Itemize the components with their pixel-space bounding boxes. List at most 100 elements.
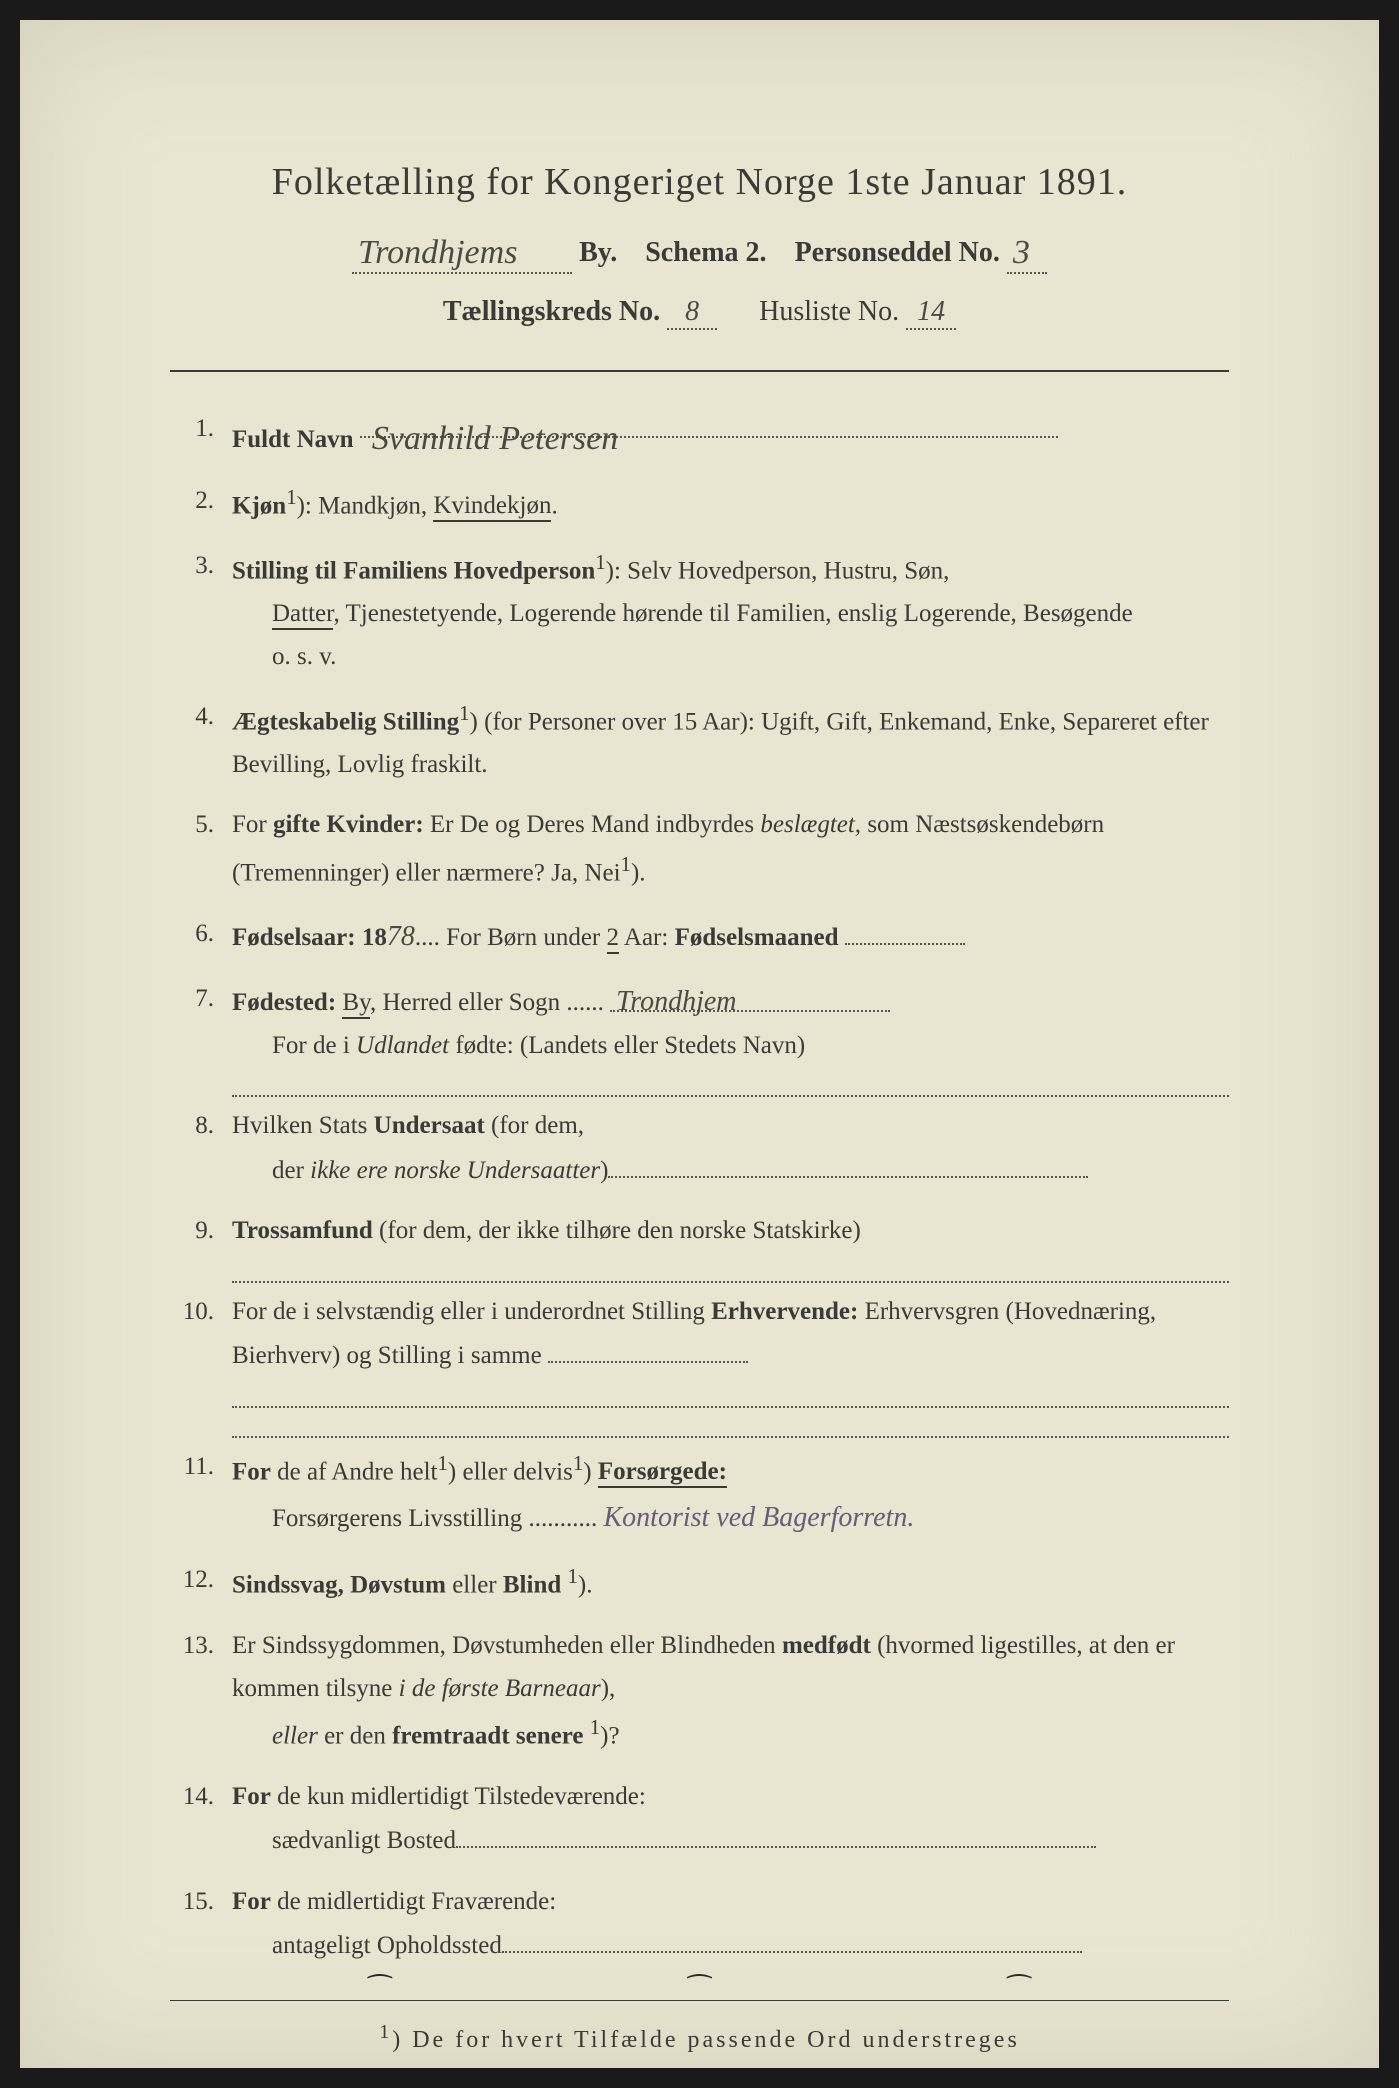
r11-d: Forsørgerens Livsstilling ........... — [272, 1505, 597, 1532]
r13-a: Er Sindssygdommen, Døvstumheden eller Bl… — [232, 1632, 782, 1659]
fodselsmaaned-label: Fødselsmaaned — [675, 924, 839, 951]
row-5: 5. For gifte Kvinder: Er De og Deres Man… — [170, 804, 1229, 894]
kreds-no: 8 — [667, 296, 717, 330]
personseddel-label: Personseddel No. — [795, 237, 1000, 268]
row-3: 3. Stilling til Familiens Hovedperson1):… — [170, 545, 1229, 678]
row-num: 14. — [170, 1776, 232, 1819]
r13-c: ), — [601, 1675, 616, 1702]
r6-c: Aar: — [619, 924, 675, 951]
aegteskab-label: Ægteskabelig Stilling — [232, 708, 459, 735]
row-num: 13. — [170, 1625, 232, 1668]
r14-a: de kun midlertidigt Tilstedeværende: — [271, 1783, 646, 1810]
row-num: 5. — [170, 804, 232, 847]
dotted-full-10b — [232, 1436, 1229, 1438]
row-num: 1. — [170, 408, 232, 451]
blind-label: Blind — [503, 1572, 561, 1599]
tail: )? — [600, 1722, 619, 1749]
sup: 1 — [437, 1451, 447, 1475]
r8-b: (for dem, — [485, 1112, 584, 1139]
row-12: 12. Sindssvag, Døvstum eller Blind 1). — [170, 1559, 1229, 1607]
row-8: 8. Hvilken Stats Undersaat (for dem, der… — [170, 1105, 1229, 1192]
dotted-full-7 — [232, 1095, 1229, 1097]
birthplace-value: Trondhjem — [610, 978, 890, 1012]
r11-c: ) — [583, 1458, 598, 1485]
r15-a: de midlertidigt Fraværende: — [271, 1888, 556, 1915]
r8-ital: ikke ere norske Undersaatter — [310, 1157, 600, 1184]
binding-marks: ⁀ ⁀ ⁀ — [20, 1974, 1379, 2008]
row-2: 2. Kjøn1): Mandkjøn, Kvindekjøn. — [170, 480, 1229, 528]
trossamfund-label: Trossamfund — [232, 1217, 373, 1244]
row-num: 12. — [170, 1559, 232, 1602]
by-label: By. — [579, 237, 617, 268]
r15-for: For — [232, 1888, 271, 1915]
name-value: Svanhild Petersen — [360, 420, 618, 457]
undersaat-field — [608, 1148, 1088, 1178]
datter-underlined: Datter — [272, 600, 333, 630]
kjon-label: Kjøn — [232, 492, 286, 519]
fodested-label: Fødested: — [232, 989, 336, 1016]
medfodt-label: medfødt — [782, 1632, 871, 1659]
row-num: 6. — [170, 913, 232, 956]
footnote-text: ) De for hvert Tilfælde passende Ord und… — [392, 2027, 1020, 2053]
r13-ital-a: i de første Barneaar — [399, 1675, 601, 1702]
sindssvag-label: Sindssvag, Døvstum — [232, 1572, 446, 1599]
dotted-full-10a — [232, 1406, 1229, 1408]
r10-a: For de i selvstændig eller i underordnet… — [232, 1298, 711, 1325]
r7-b: For de i — [272, 1032, 356, 1059]
row-6: 6. Fødselsaar: 1878.... For Børn under 2… — [170, 913, 1229, 961]
row-11: 11. For de af Andre helt1) eller delvis1… — [170, 1446, 1229, 1541]
r3-text-c: o. s. v. — [232, 636, 1229, 679]
fodselsaar-label: Fødselsaar: 18 — [232, 924, 387, 951]
bosted-field — [456, 1818, 1096, 1848]
row-num: 10. — [170, 1291, 232, 1334]
row-num: 3. — [170, 545, 232, 588]
sup: 1 — [459, 701, 469, 725]
r8-d: ) — [600, 1157, 608, 1184]
row-13: 13. Er Sindssygdommen, Døvstumheden elle… — [170, 1625, 1229, 1758]
fodselsmaaned-field — [845, 915, 965, 945]
gifte-kvinder-label: gifte Kvinder: — [273, 811, 424, 838]
r15-b: antageligt Opholdssted — [272, 1932, 502, 1959]
row-num: 15. — [170, 1881, 232, 1924]
r8-a: Hvilken Stats — [232, 1112, 374, 1139]
kjon-text: ): Mandkjøn, — [297, 492, 434, 519]
r5-b: Er De og Deres Mand indbyrdes — [424, 811, 761, 838]
schema-label: Schema 2. — [645, 237, 766, 268]
sup: 1 — [573, 1451, 583, 1475]
two-underlined: 2 — [607, 924, 620, 954]
row-1: 1. Fuldt Navn Svanhild Petersen — [170, 408, 1229, 462]
opholdssted-field — [502, 1923, 1082, 1953]
tail: ). — [578, 1572, 593, 1599]
row-14: 14. For de kun midlertidigt Tilstedevære… — [170, 1776, 1229, 1863]
husliste-label: Husliste No. — [759, 296, 899, 327]
livsstilling-value: Kontorist ved Bagerforretn. — [603, 1502, 914, 1533]
fremtraadt-label: fremtraadt senere — [392, 1722, 583, 1749]
tail: . — [551, 492, 557, 519]
r14-for: For — [232, 1783, 271, 1810]
r6-b: .... For Børn under — [415, 924, 607, 951]
r14-b: sædvanligt Bosted — [272, 1827, 456, 1854]
sup: 1 — [621, 852, 631, 876]
r7-c: fødte: (Landets eller Stedets Navn) — [449, 1032, 805, 1059]
r13-ital-b: eller — [272, 1722, 318, 1749]
r11-b: ) eller delvis — [448, 1458, 573, 1485]
row-num: 7. — [170, 978, 232, 1021]
r12-a: eller — [446, 1572, 503, 1599]
sup: 1 — [595, 550, 605, 574]
mark-icon: ⁀ — [369, 1974, 392, 2008]
mark-icon: ⁀ — [1008, 1974, 1031, 2008]
sup: 1 — [568, 1564, 578, 1588]
erhvervende-label: Erhvervende: — [711, 1298, 858, 1325]
r5-ital: beslægtet, — [760, 811, 861, 838]
r11-a: de af Andre helt — [271, 1458, 438, 1485]
birth-year: 78 — [387, 921, 415, 952]
r9-text: (for dem, der ikke tilhøre den norske St… — [373, 1217, 861, 1244]
undersaat-label: Undersaat — [374, 1112, 485, 1139]
row-num: 9. — [170, 1210, 232, 1253]
footnote: 1) De for hvert Tilfælde passende Ord un… — [170, 2021, 1229, 2054]
r11-for: For — [232, 1458, 271, 1485]
r5-a: For — [232, 811, 273, 838]
dotted-full-9 — [232, 1281, 1229, 1283]
kvindekjon-underlined: Kvindekjøn — [433, 492, 551, 522]
row-num: 2. — [170, 480, 232, 523]
